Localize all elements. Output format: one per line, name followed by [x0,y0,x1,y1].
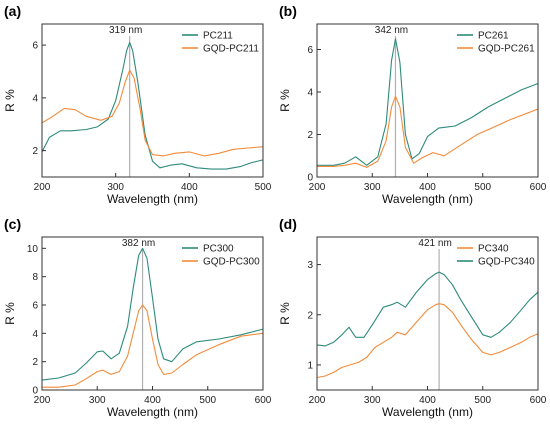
y-tick-label: 2 [32,146,38,157]
chart-b: (b) 200 300 400 500 600 0 2 4 6 Wavelength (nm) R %… [278,3,547,206]
series-line-gqd-pc211 [41,69,264,157]
peak-annotation: 382 nm [122,238,155,249]
x-tick-label: 300 [107,182,124,193]
y-tick-label: 6 [307,45,313,56]
x-tick-label: 400 [419,395,436,406]
series-line-pc340 [316,303,539,379]
legend-label: GQD-PC340 [478,257,535,268]
x-tick-label: 500 [474,182,491,193]
legend-label: PC340 [478,244,509,255]
plot-frame [41,23,264,178]
x-tick-label: 500 [474,395,491,406]
x-tick-label: 500 [199,395,216,406]
panel-c: (c) 200 300 400 500 600 0 2 4 6 8 10 Wavelength (nm)… [0,213,275,426]
panel-d: (d) 200 300 400 500 600 1 2 3 Wavelength (nm) R % 4… [275,213,550,426]
x-axis-label: Wavelength (nm) [382,405,473,419]
x-tick-label: 600 [255,395,272,406]
x-tick-label: 200 [309,395,326,406]
chart-a: (a) 200 300 400 500 2 4 6 Wavelength (nm) R % 319 … [3,3,272,206]
series-line-gqd-pc261 [317,95,539,168]
legend-label: GQD-PC261 [478,44,535,55]
x-tick-label: 300 [364,182,381,193]
x-tick-label: 200 [309,182,326,193]
y-tick-label: 6 [32,301,38,312]
y-axis-label: R % [278,89,292,112]
x-tick-label: 600 [530,182,547,193]
legend-label: GQD-PC300 [203,257,260,268]
legend-label: PC300 [203,244,234,255]
peak-annotation: 342 nm [375,25,408,36]
panel-label: (c) [4,216,21,232]
x-tick-label: 400 [419,182,436,193]
series-line-pc261 [317,38,539,166]
x-axis-label: Wavelength (nm) [107,405,198,419]
y-tick-label: 1 [307,360,313,371]
y-tick-label: 3 [307,260,313,271]
y-tick-label: 2 [307,310,313,321]
y-tick-label: 4 [307,88,313,99]
panel-a: (a) 200 300 400 500 2 4 6 Wavelength (nm) R % 319 … [0,0,275,213]
chart-c: (c) 200 300 400 500 600 0 2 4 6 8 10 Wavelength (nm)… [3,216,272,419]
y-axis-label: R % [278,302,292,325]
x-tick-label: 200 [34,395,51,406]
legend-label: GQD-PC211 [203,44,259,55]
y-tick-label: 2 [32,357,38,368]
panel-label: (b) [279,3,297,19]
chart-d: (d) 200 300 400 500 600 1 2 3 Wavelength (nm) R % 4… [278,216,547,419]
legend-label: PC261 [478,31,509,42]
series-line-pc211 [41,41,264,170]
x-axis-label: Wavelength (nm) [107,192,198,206]
panel-label: (a) [4,3,21,19]
peak-annotation: 319 nm [109,25,142,36]
panel-b: (b) 200 300 400 500 600 0 2 4 6 Wavelength (nm) R %… [275,0,550,213]
y-axis-label: R % [3,302,17,325]
series-line-pc300 [41,247,264,381]
series-line-gqd-pc300 [42,304,264,388]
peak-annotation: 421 nm [418,238,451,249]
y-tick-label: 8 [32,272,38,283]
legend-label: PC211 [203,31,233,42]
y-tick-label: 0 [32,386,38,397]
y-tick-label: 6 [32,41,38,52]
x-tick-label: 400 [181,182,198,193]
x-axis-label: Wavelength (nm) [382,192,473,206]
y-axis-label: R % [3,89,17,112]
x-tick-label: 300 [89,395,106,406]
x-tick-label: 500 [255,182,272,193]
y-tick-label: 0 [307,173,313,184]
y-tick-label: 4 [32,93,38,104]
y-tick-label: 4 [32,329,38,340]
x-tick-label: 200 [34,182,51,193]
x-tick-label: 400 [144,395,161,406]
x-tick-label: 300 [364,395,381,406]
y-tick-label: 2 [307,130,313,141]
series-line-gqd-pc340 [316,271,539,347]
panel-label: (d) [279,216,297,232]
x-tick-label: 600 [530,395,547,406]
y-tick-label: 10 [27,244,39,255]
